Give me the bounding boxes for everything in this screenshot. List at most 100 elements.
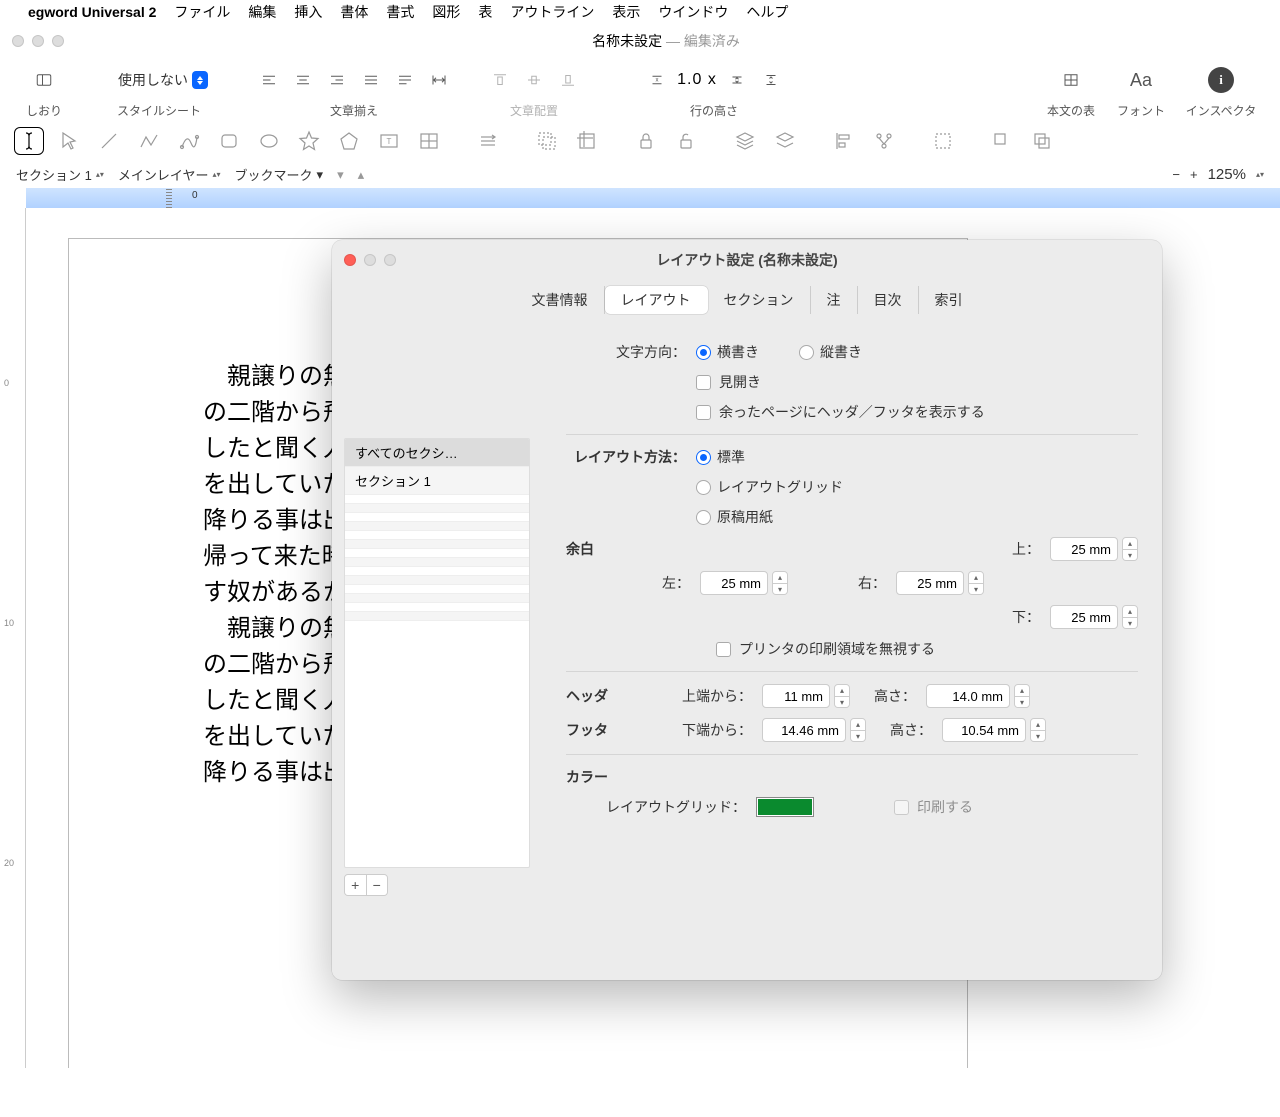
align-center-icon[interactable] <box>289 67 317 93</box>
ellipse-tool-icon[interactable] <box>254 127 284 155</box>
menu-font[interactable]: 書体 <box>340 2 368 22</box>
menu-edit[interactable]: 編集 <box>248 2 276 22</box>
table-icon[interactable] <box>1057 67 1085 93</box>
menu-file[interactable]: ファイル <box>174 2 230 22</box>
inspector-icon[interactable]: i <box>1208 67 1234 93</box>
layers-icon[interactable] <box>730 127 760 155</box>
zoom-in-button[interactable]: + <box>1190 167 1198 182</box>
margin-left-input[interactable]: ▴▾ <box>700 571 788 595</box>
footer-from-input[interactable]: ▴▾ <box>762 718 866 742</box>
curve-tool-icon[interactable] <box>174 127 204 155</box>
radio-manuscript[interactable]: 原稿用紙 <box>696 507 773 527</box>
link-tool-icon[interactable] <box>473 127 503 155</box>
text-cursor-tool-icon[interactable] <box>14 127 44 155</box>
inspector-title: レイアウト設定 (名称未設定) <box>332 250 1162 270</box>
unlock-icon[interactable] <box>671 127 701 155</box>
lock-icon[interactable] <box>631 127 661 155</box>
group-tool-icon[interactable] <box>532 127 562 155</box>
radio-vertical[interactable]: 縦書き <box>799 342 862 362</box>
valign-bottom-icon[interactable] <box>554 67 582 93</box>
font-icon[interactable]: Aa <box>1130 70 1152 91</box>
fit-width-icon[interactable] <box>425 67 453 93</box>
section-remove-button[interactable]: − <box>366 875 388 895</box>
section-list[interactable]: すべてのセクシ… セクション 1 <box>344 438 530 868</box>
zoom-out-button[interactable]: − <box>1172 167 1180 182</box>
copy-back-icon[interactable] <box>1027 127 1057 155</box>
section-list-all[interactable]: すべてのセクシ… <box>345 439 529 467</box>
checkbox-print-grid[interactable]: 印刷する <box>894 797 973 817</box>
grid-tool-icon[interactable] <box>414 127 444 155</box>
stylesheet-select[interactable]: 使用しない <box>106 66 212 94</box>
menu-help[interactable]: ヘルプ <box>746 2 788 22</box>
tab-layout[interactable]: レイアウト <box>605 286 708 314</box>
lineheight-inc-icon[interactable] <box>757 67 785 93</box>
menu-shapes[interactable]: 図形 <box>432 2 460 22</box>
selection-icon[interactable] <box>928 127 958 155</box>
menu-outline[interactable]: アウトライン <box>510 2 594 22</box>
menu-view[interactable]: 表示 <box>612 2 640 22</box>
align-justify-icon[interactable] <box>357 67 385 93</box>
valign-top-icon[interactable] <box>486 67 514 93</box>
color-heading: カラー <box>566 767 622 787</box>
header-from-input[interactable]: ▴▾ <box>762 684 850 708</box>
bookmark-select[interactable]: ブックマーク▾ <box>235 165 324 184</box>
tab-index[interactable]: 索引 <box>919 286 979 314</box>
valign-middle-icon[interactable] <box>520 67 548 93</box>
section-select[interactable]: セクション 1▴▾ <box>16 165 104 184</box>
menu-table[interactable]: 表 <box>478 2 492 22</box>
nav-down-icon[interactable]: ▾ <box>337 167 344 183</box>
checkbox-facing[interactable]: 見開き <box>696 372 761 392</box>
tab-note[interactable]: 注 <box>811 286 858 314</box>
align-left-icon[interactable] <box>255 67 283 93</box>
polygon-tool-icon[interactable] <box>334 127 364 155</box>
copy-front-icon[interactable] <box>987 127 1017 155</box>
radio-horizontal[interactable]: 横書き <box>696 342 759 362</box>
minimize-button[interactable] <box>32 35 44 47</box>
lineheight-x-icon[interactable]: x <box>643 67 671 93</box>
app-name[interactable]: egword Universal 2 <box>28 4 156 20</box>
pointer-tool-icon[interactable] <box>54 127 84 155</box>
star-tool-icon[interactable] <box>294 127 324 155</box>
close-button[interactable] <box>12 35 24 47</box>
nav-up-icon[interactable]: ▴ <box>358 167 365 183</box>
margin-bottom-input[interactable]: ▴▾ <box>1050 605 1138 629</box>
footer-height-input[interactable]: ▴▾ <box>942 718 1046 742</box>
crop-tool-icon[interactable] <box>572 127 602 155</box>
tab-toc[interactable]: 目次 <box>858 286 919 314</box>
align-right-icon[interactable] <box>323 67 351 93</box>
lineheight-label: 行の高さ <box>690 102 738 119</box>
margin-right-input[interactable]: ▴▾ <box>896 571 984 595</box>
font-label: フォント <box>1117 102 1165 119</box>
textbox-tool-icon[interactable]: T <box>374 127 404 155</box>
zoom-button[interactable] <box>52 35 64 47</box>
sidebar-toggle-icon[interactable] <box>30 67 58 93</box>
zoom-stepper-icon[interactable]: ▴▾ <box>1256 172 1264 178</box>
section-add-button[interactable]: + <box>345 875 366 895</box>
line-tool-icon[interactable] <box>94 127 124 155</box>
bookmark-label: しおり <box>26 102 62 119</box>
margin-top-input[interactable]: ▴▾ <box>1050 537 1138 561</box>
align-objects-left-icon[interactable] <box>829 127 859 155</box>
menu-window[interactable]: ウインドウ <box>658 2 728 22</box>
menu-format[interactable]: 書式 <box>386 2 414 22</box>
tab-docinfo[interactable]: 文書情報 <box>516 286 605 314</box>
checkbox-extra-hf[interactable]: 余ったページにヘッダ／フッタを表示する <box>696 402 985 422</box>
inspector-titlebar[interactable]: レイアウト設定 (名称未設定) <box>332 240 1162 280</box>
radio-standard[interactable]: 標準 <box>696 447 745 467</box>
grid-color-swatch[interactable] <box>756 797 814 817</box>
align-distribute-icon[interactable] <box>391 67 419 93</box>
distribute-icon[interactable] <box>869 127 899 155</box>
layer-select[interactable]: メインレイヤー▴▾ <box>118 165 221 184</box>
vertical-ruler[interactable]: 0 10 20 <box>0 208 26 1068</box>
tab-section[interactable]: セクション <box>708 286 811 314</box>
menu-insert[interactable]: 挿入 <box>294 2 322 22</box>
radio-layoutgrid[interactable]: レイアウトグリッド <box>696 477 843 497</box>
polyline-tool-icon[interactable] <box>134 127 164 155</box>
checkbox-ignore-printable[interactable]: プリンタの印刷領域を無視する <box>716 639 935 659</box>
lineheight-dec-icon[interactable] <box>723 67 751 93</box>
section-list-1[interactable]: セクション 1 <box>345 467 529 495</box>
header-height-input[interactable]: ▴▾ <box>926 684 1030 708</box>
horizontal-ruler[interactable]: 0 <box>26 188 1280 208</box>
layers-outline-icon[interactable] <box>770 127 800 155</box>
rect-tool-icon[interactable] <box>214 127 244 155</box>
